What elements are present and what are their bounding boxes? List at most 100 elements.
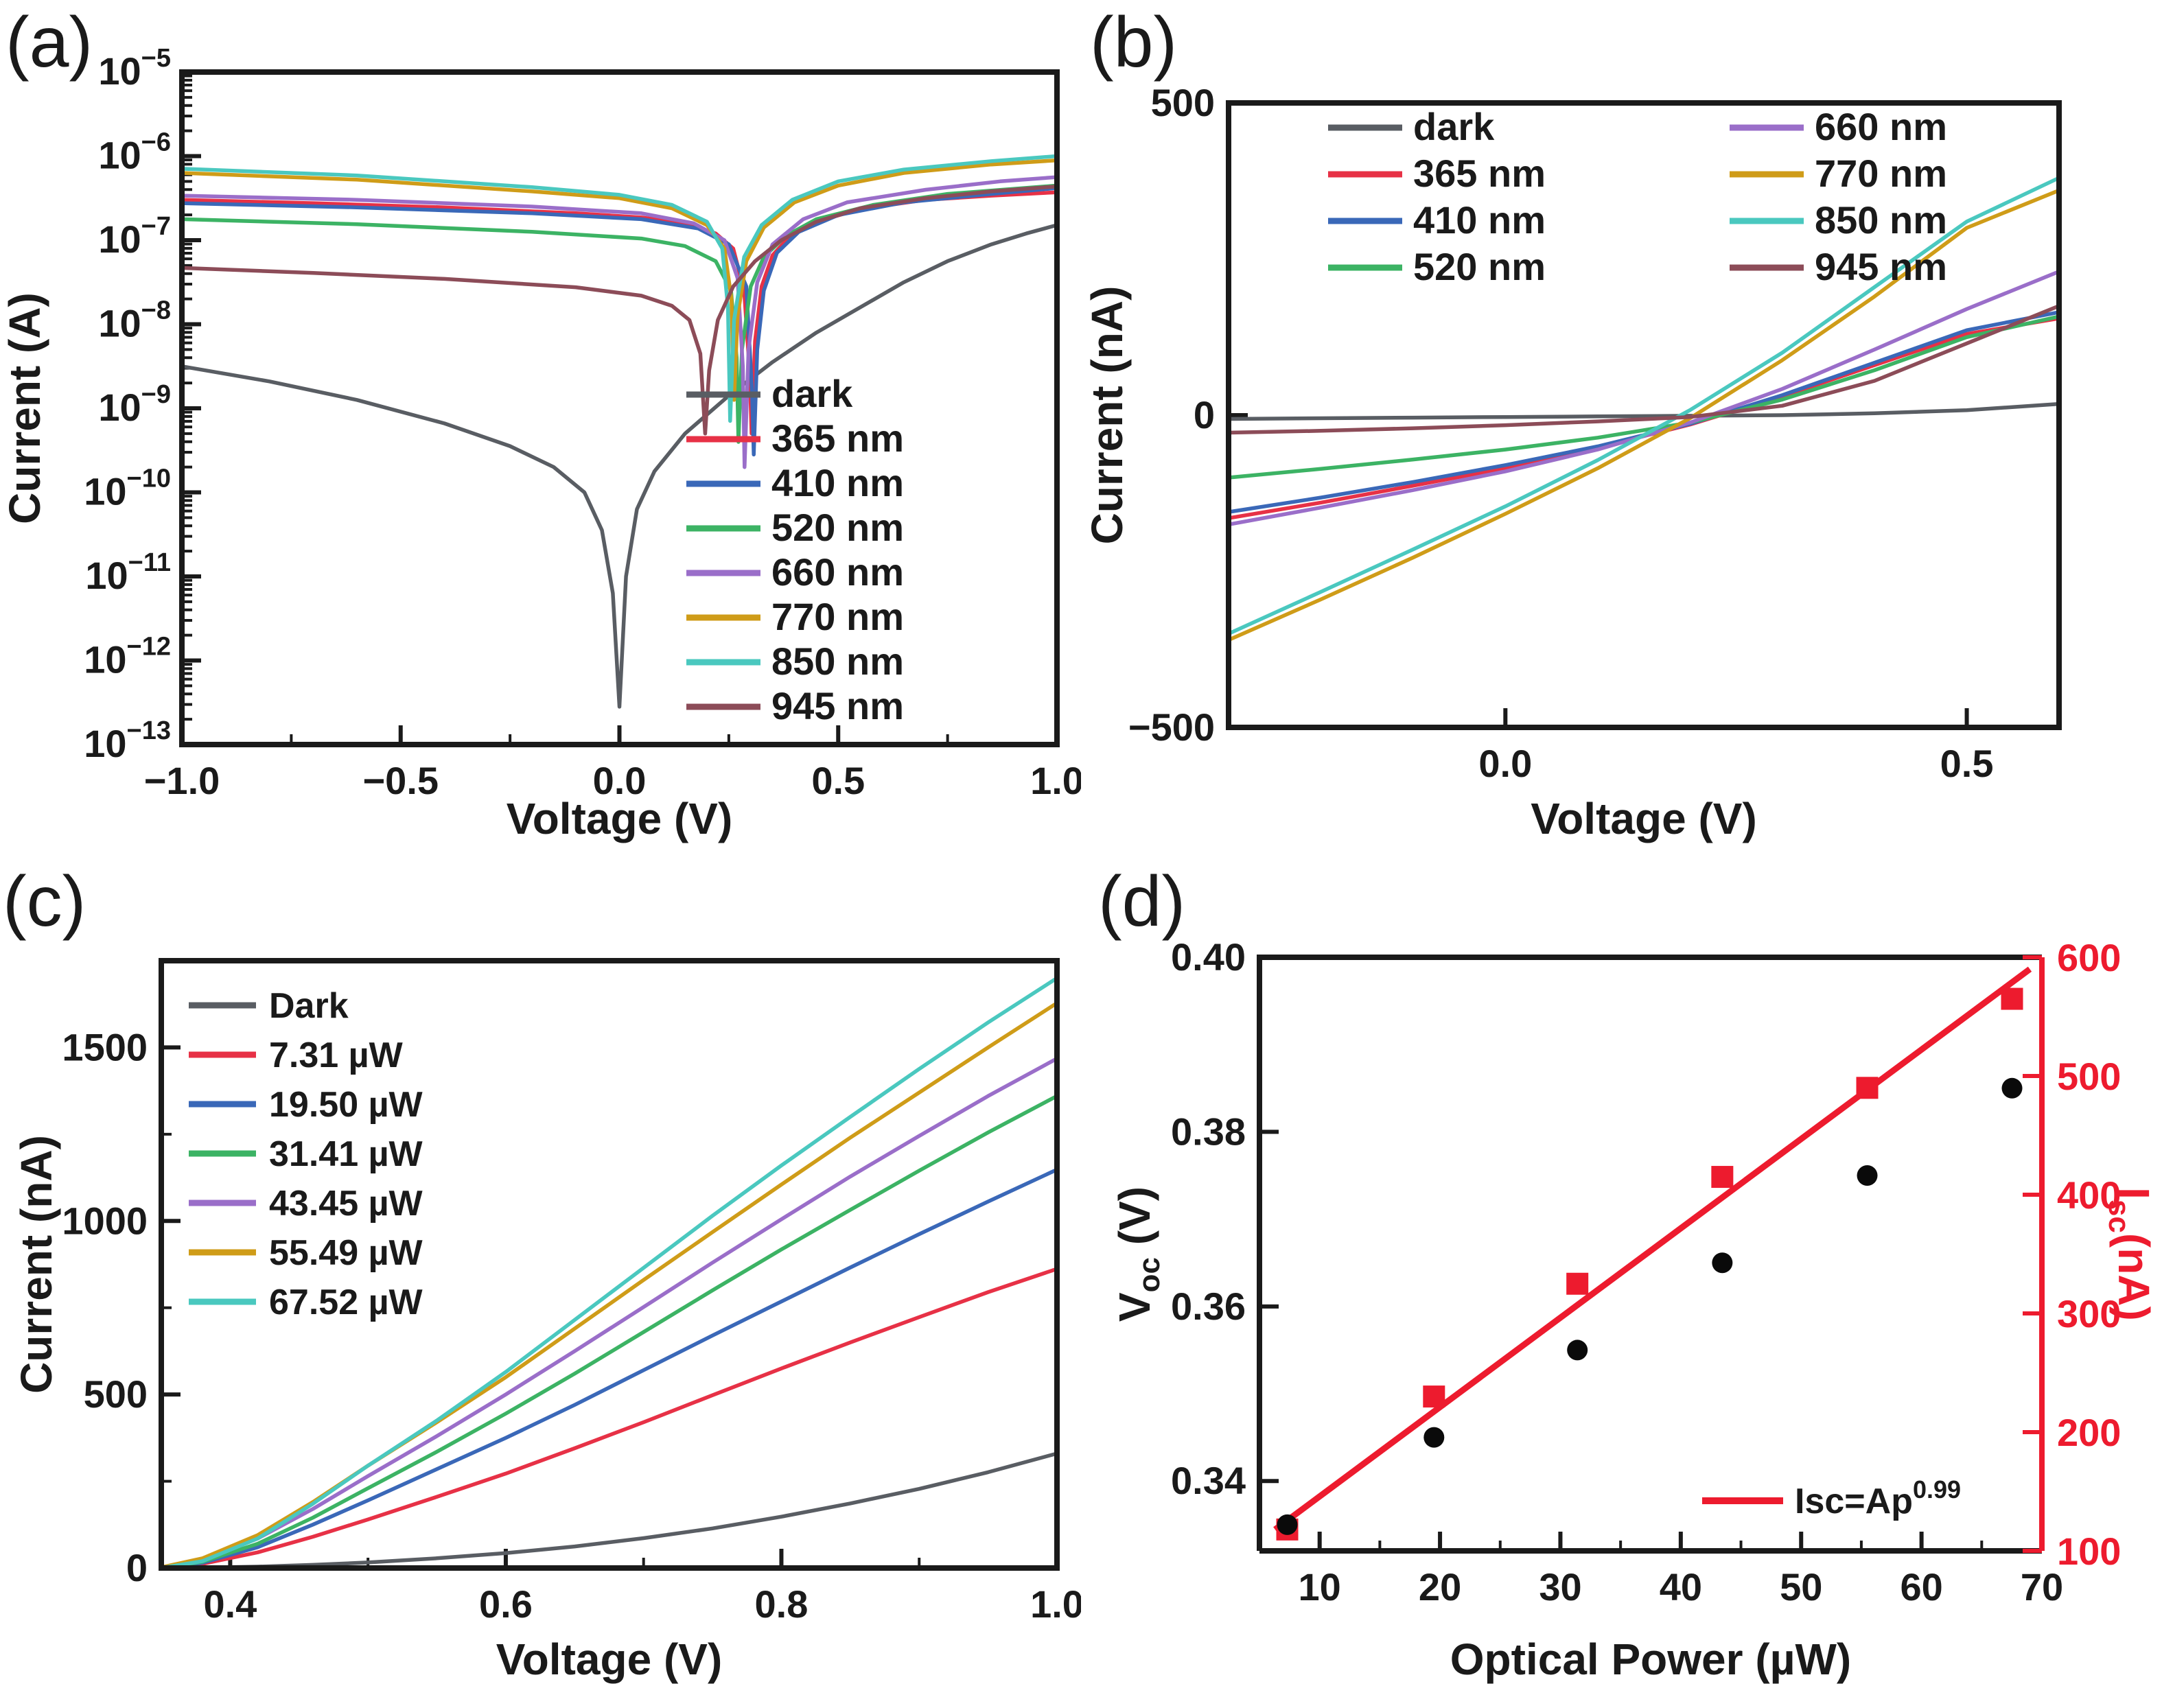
- svg-text:0.0: 0.0: [593, 759, 647, 802]
- isc-point: [1566, 1272, 1589, 1295]
- svg-text:30: 30: [1539, 1565, 1581, 1608]
- series-7.31-w: [159, 1267, 1059, 1570]
- isc-point: [1856, 1077, 1879, 1099]
- svg-text:0.0: 0.0: [1478, 742, 1532, 785]
- y2-axis-tick-labels: 100 200 300 400 500 600: [2057, 936, 2121, 1573]
- svg-text:0.38: 0.38: [1171, 1110, 1246, 1153]
- svg-text:600: 600: [2057, 936, 2121, 979]
- svg-text:850 nm: 850 nm: [1815, 198, 1947, 242]
- svg-text:dark: dark: [1413, 105, 1495, 148]
- svg-text:400: 400: [2057, 1173, 2121, 1217]
- svg-text:500: 500: [1151, 81, 1215, 124]
- svg-text:520 nm: 520 nm: [771, 506, 904, 549]
- y-axis-title: Voc (V): [1110, 1186, 1166, 1322]
- series-850-nm: [180, 154, 1059, 423]
- svg-text:20: 20: [1419, 1565, 1461, 1608]
- svg-text:10−8: 10−8: [98, 296, 171, 345]
- series-660-nm: [180, 175, 1059, 469]
- svg-text:945 nm: 945 nm: [1815, 245, 1947, 288]
- panel-label-d: (d): [1098, 862, 1186, 941]
- x-axis-title: Voltage (V): [507, 794, 733, 843]
- series-curves: [1227, 176, 2061, 642]
- svg-text:−500: −500: [1128, 705, 1215, 749]
- svg-text:10−9: 10−9: [98, 380, 171, 429]
- svg-text:dark: dark: [771, 372, 853, 415]
- svg-text:770 nm: 770 nm: [1815, 152, 1947, 195]
- panel-b-linear-iv-chart: 0.0 0.5 500 0 −500 Current (nA) Voltage (V) dar…: [1082, 81, 2062, 843]
- svg-text:0: 0: [126, 1546, 148, 1589]
- plot-frame: [179, 69, 1060, 747]
- svg-text:55.49 µW: 55.49 µW: [269, 1233, 423, 1273]
- svg-text:10−10: 10−10: [84, 465, 171, 513]
- svg-text:0.6: 0.6: [479, 1582, 533, 1626]
- panel-a-semilog-iv-chart: −1.0 −0.5 0.0 0.5 1.010−510−610−710−810−910−…: [0, 44, 1081, 843]
- svg-text:410 nm: 410 nm: [771, 461, 904, 504]
- panel-c-power-iv-chart: 0.4 0.6 0.8 1.0 0 500 1000 1500 Current (nA) Volt…: [12, 958, 1081, 1684]
- svg-text:10: 10: [1299, 1565, 1341, 1608]
- voc-point: [1857, 1165, 1878, 1186]
- panel-label-b: (b): [1090, 3, 1178, 82]
- svg-text:520 nm: 520 nm: [1413, 245, 1546, 288]
- voc-point: [2001, 1077, 2023, 1099]
- series-520-nm: [1227, 314, 2061, 480]
- series-curves: [180, 154, 1059, 709]
- svg-text:10−11: 10−11: [85, 548, 171, 597]
- svg-text:0: 0: [1194, 393, 1215, 436]
- series-945-nm: [180, 184, 1059, 436]
- series-dark: [180, 223, 1059, 709]
- svg-text:10−7: 10−7: [98, 212, 171, 261]
- svg-text:0.4: 0.4: [203, 1582, 257, 1626]
- series-55.49-w: [159, 1001, 1059, 1569]
- svg-text:365 nm: 365 nm: [1413, 152, 1546, 195]
- svg-text:100: 100: [2057, 1530, 2121, 1573]
- svg-text:1.0: 1.0: [1030, 759, 1081, 802]
- svg-text:0.40: 0.40: [1171, 935, 1246, 979]
- svg-text:0.5: 0.5: [1940, 742, 1994, 785]
- x-axis-tick-labels: 0.4 0.6 0.8 1.0: [203, 1582, 1081, 1626]
- x-axis-title: Voltage (V): [496, 1635, 723, 1684]
- svg-text:−0.5: −0.5: [362, 759, 439, 802]
- svg-text:1500: 1500: [62, 1025, 148, 1068]
- svg-text:0.36: 0.36: [1171, 1285, 1246, 1328]
- series-19.50-w: [159, 1167, 1059, 1570]
- svg-text:10−6: 10−6: [98, 128, 171, 177]
- y-axis-tick-labels: 0.34 0.36 0.38 0.40: [1171, 935, 1246, 1502]
- voc-point: [1277, 1514, 1298, 1535]
- svg-text:Isc=Ap0.99: Isc=Ap0.99: [1795, 1475, 1961, 1521]
- svg-text:660 nm: 660 nm: [1815, 105, 1947, 148]
- voc-point: [1567, 1340, 1588, 1361]
- svg-text:43.45 µW: 43.45 µW: [269, 1184, 423, 1224]
- isc-fit-line: [1273, 966, 2032, 1532]
- svg-text:50: 50: [1780, 1565, 1822, 1608]
- svg-text:70: 70: [2021, 1565, 2063, 1608]
- svg-text:10−13: 10−13: [84, 716, 171, 765]
- series-365-nm: [180, 190, 1059, 436]
- svg-text:60: 60: [1900, 1565, 1942, 1608]
- series-410-nm: [180, 186, 1059, 457]
- svg-text:200: 200: [2057, 1411, 2121, 1454]
- svg-text:410 nm: 410 nm: [1413, 198, 1546, 242]
- voc-point: [1712, 1252, 1733, 1274]
- series-770-nm: [1227, 188, 2061, 642]
- series-660-nm: [1227, 269, 2061, 527]
- isc-point: [1711, 1166, 1734, 1189]
- series-520-nm: [180, 183, 1059, 444]
- series-curves: [159, 976, 1059, 1570]
- x-axis-title: Voltage (V): [1531, 794, 1757, 843]
- x-axis-title: Optical Power (µW): [1450, 1635, 1851, 1684]
- series-67.52-w: [159, 976, 1059, 1570]
- y-axis-title: Current (A): [0, 292, 49, 524]
- legend: Dark 7.31 µW 19.50 µW 31.41 µW 43.45 µW 55.49…: [189, 986, 423, 1322]
- y2-axis-ticks: [2023, 955, 2042, 1553]
- isc-point: [2001, 987, 2023, 1010]
- x-axis-tick-labels: −1.0 −0.5 0.0 0.5 1.0: [144, 759, 1081, 802]
- svg-text:1000: 1000: [62, 1199, 148, 1242]
- series-850-nm: [1227, 176, 2061, 636]
- svg-text:0.8: 0.8: [755, 1582, 809, 1626]
- y-axis-tick-labels: 500 0 −500: [1128, 81, 1215, 749]
- plot-frame: [159, 958, 1060, 1571]
- x-axis-tick-labels: 10 20 30 40 50 60 70: [1299, 1565, 2064, 1608]
- legend: Isc=Ap0.99: [1702, 1475, 1961, 1521]
